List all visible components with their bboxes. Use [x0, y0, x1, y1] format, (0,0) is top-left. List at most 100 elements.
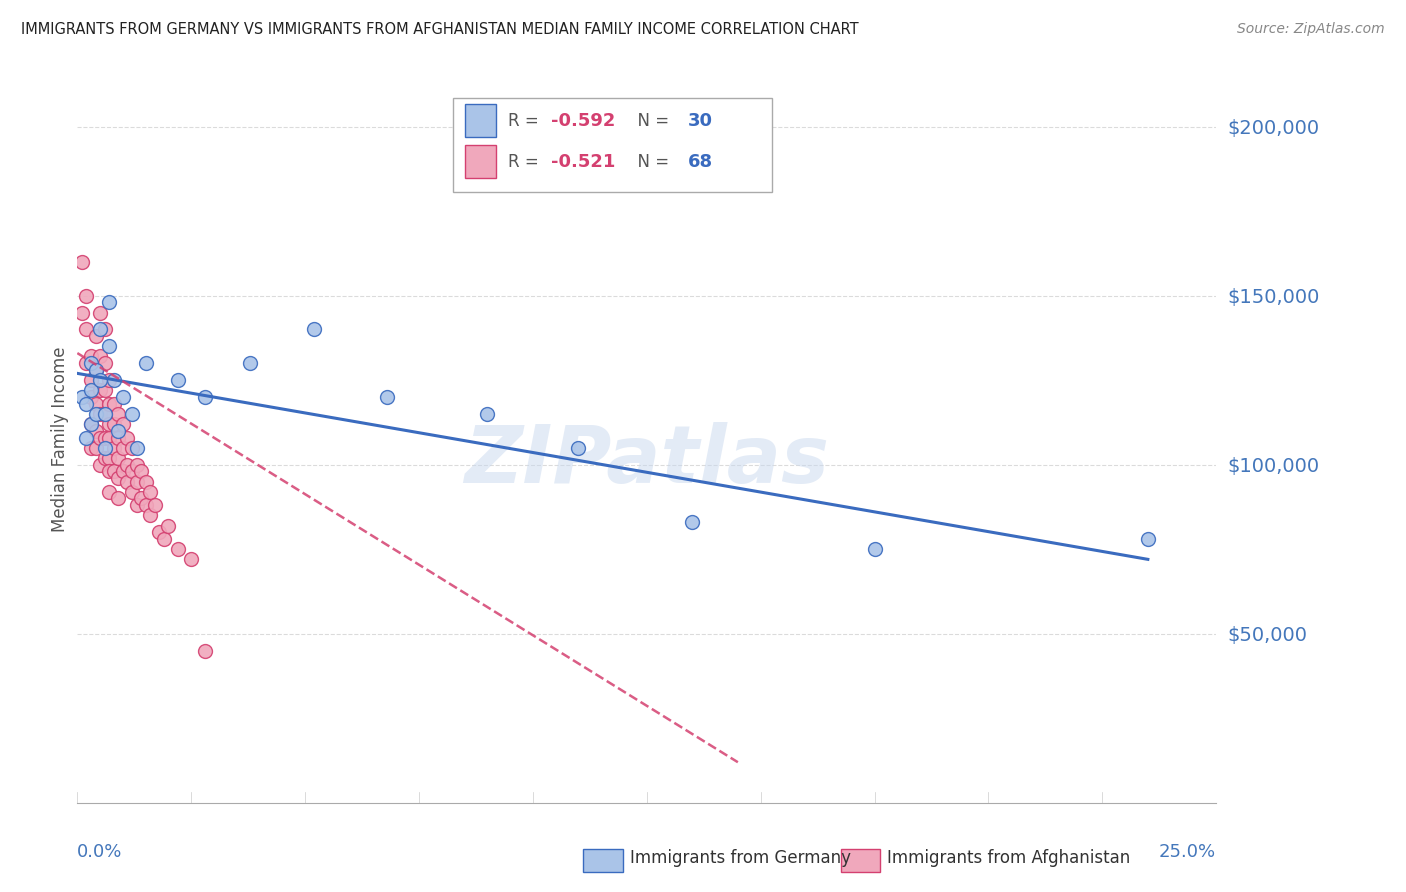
Point — [75, 431, 97, 445]
Point — [681, 515, 703, 529]
Point — [80, 350, 103, 364]
Point — [84, 407, 107, 421]
Y-axis label: Median Family Income: Median Family Income — [51, 347, 69, 532]
Point — [125, 441, 148, 455]
Point — [98, 417, 121, 431]
Point — [121, 441, 143, 455]
Point — [93, 441, 115, 455]
Point — [117, 458, 139, 472]
Point — [98, 295, 121, 310]
Point — [375, 390, 398, 404]
Point — [302, 322, 325, 336]
Point — [103, 417, 125, 431]
Point — [89, 458, 111, 472]
Text: 25.0%: 25.0% — [1159, 843, 1216, 861]
Point — [98, 465, 121, 479]
FancyBboxPatch shape — [453, 97, 772, 192]
Point — [75, 356, 97, 370]
Point — [194, 390, 217, 404]
Point — [84, 397, 107, 411]
Point — [567, 441, 589, 455]
Point — [143, 498, 166, 512]
Point — [863, 542, 886, 557]
Point — [93, 384, 115, 398]
Point — [180, 552, 202, 566]
Point — [70, 254, 93, 268]
Point — [139, 508, 162, 523]
Text: R =: R = — [508, 112, 544, 130]
Point — [135, 498, 157, 512]
Point — [80, 417, 103, 431]
Text: Source: ZipAtlas.com: Source: ZipAtlas.com — [1237, 22, 1385, 37]
Point — [93, 407, 115, 421]
Point — [80, 356, 103, 370]
FancyBboxPatch shape — [464, 145, 496, 178]
Point — [121, 484, 143, 499]
Text: 0.0%: 0.0% — [77, 843, 122, 861]
Point — [107, 424, 129, 438]
Point — [117, 431, 139, 445]
Point — [98, 397, 121, 411]
Point — [84, 329, 107, 343]
Point — [98, 339, 121, 353]
Text: N =: N = — [627, 112, 675, 130]
Point — [89, 322, 111, 336]
Point — [98, 431, 121, 445]
Point — [111, 390, 134, 404]
Point — [166, 373, 188, 387]
Point — [239, 356, 262, 370]
Point — [75, 288, 97, 302]
Point — [80, 417, 103, 431]
Point — [80, 384, 103, 398]
Point — [157, 518, 180, 533]
Text: R =: R = — [508, 153, 544, 170]
Point — [121, 407, 143, 421]
Point — [80, 373, 103, 387]
Point — [103, 397, 125, 411]
Point — [93, 431, 115, 445]
Point — [129, 491, 152, 506]
Text: IMMIGRANTS FROM GERMANY VS IMMIGRANTS FROM AFGHANISTAN MEDIAN FAMILY INCOME CORR: IMMIGRANTS FROM GERMANY VS IMMIGRANTS FR… — [21, 22, 859, 37]
Point — [89, 431, 111, 445]
Point — [84, 424, 107, 438]
Point — [125, 475, 148, 489]
Point — [98, 484, 121, 499]
Point — [80, 390, 103, 404]
Point — [153, 532, 176, 546]
Text: 30: 30 — [688, 112, 713, 130]
Point — [135, 475, 157, 489]
FancyBboxPatch shape — [464, 104, 496, 136]
Point — [84, 363, 107, 377]
Point — [89, 350, 111, 364]
Point — [111, 441, 134, 455]
Text: -0.592: -0.592 — [551, 112, 616, 130]
Point — [121, 465, 143, 479]
Point — [166, 542, 188, 557]
Point — [70, 305, 93, 319]
Point — [1136, 532, 1159, 546]
Point — [107, 491, 129, 506]
Point — [80, 441, 103, 455]
Point — [98, 450, 121, 465]
Point — [103, 465, 125, 479]
Point — [93, 450, 115, 465]
Point — [139, 484, 162, 499]
Point — [75, 397, 97, 411]
Point — [75, 322, 97, 336]
Point — [93, 322, 115, 336]
Point — [93, 407, 115, 421]
Point — [111, 465, 134, 479]
Point — [107, 407, 129, 421]
Text: ZIPatlas: ZIPatlas — [464, 422, 830, 500]
Point — [477, 407, 499, 421]
Point — [148, 525, 170, 540]
Point — [93, 356, 115, 370]
Point — [89, 407, 111, 421]
Text: -0.521: -0.521 — [551, 153, 616, 170]
Point — [111, 417, 134, 431]
Text: N =: N = — [627, 153, 675, 170]
Point — [135, 356, 157, 370]
Point — [103, 441, 125, 455]
Point — [84, 441, 107, 455]
Point — [107, 471, 129, 485]
